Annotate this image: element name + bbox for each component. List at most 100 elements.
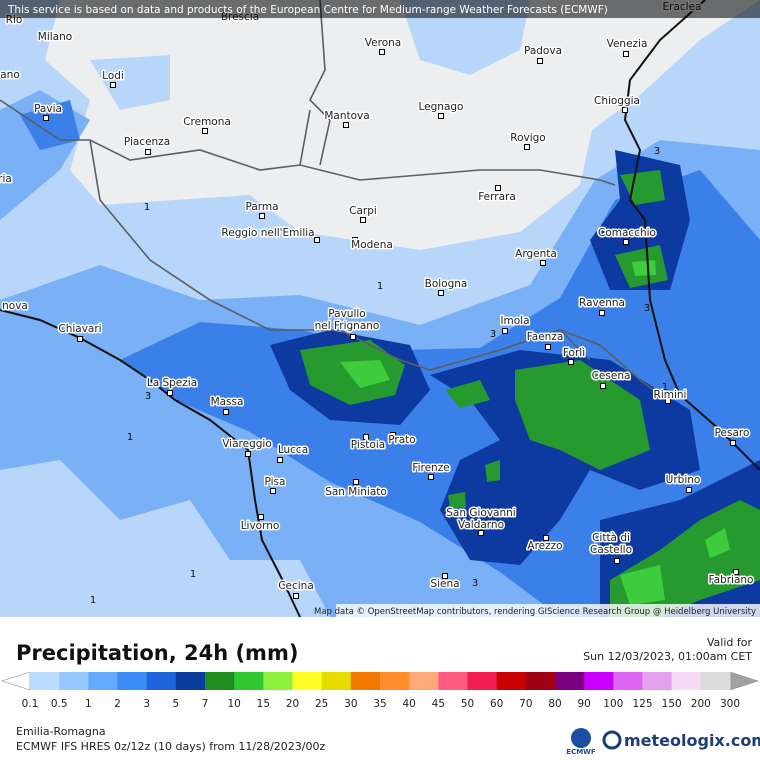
- city-label: Bologna: [425, 278, 468, 290]
- contour-label: 3: [654, 146, 660, 157]
- legend-value: 1: [85, 698, 92, 710]
- city-dot: [614, 558, 620, 564]
- city-label: Piacenza: [124, 136, 170, 148]
- city-dot: [733, 569, 739, 575]
- city-label: nel Frignano: [315, 320, 380, 332]
- city-dot: [43, 115, 49, 121]
- city-label: Pavullo: [328, 308, 365, 320]
- city-dot: [293, 593, 299, 599]
- city-dot: [314, 237, 320, 243]
- city-label: Siena: [430, 578, 459, 590]
- city-dot: [350, 334, 356, 340]
- legend-swatch: [205, 672, 235, 690]
- city-label: Pavia: [34, 103, 62, 115]
- legend-value: 300: [720, 698, 740, 710]
- city-dot: [277, 457, 283, 463]
- legend-swatch: [584, 672, 614, 690]
- legend-swatch: [467, 672, 498, 690]
- city-label: Urbino: [666, 474, 701, 486]
- city-dot: [524, 144, 530, 150]
- city-label: Pisa: [265, 476, 286, 488]
- contour-label: 3: [644, 303, 650, 314]
- city-label: Castello: [590, 544, 632, 556]
- brand-logo: [602, 730, 622, 750]
- legend-swatch: [613, 672, 643, 690]
- city-dot: [428, 474, 434, 480]
- contour-label: 1: [190, 569, 196, 580]
- city-dot: [568, 359, 574, 365]
- city-dot: [438, 290, 444, 296]
- region: Emilia-Romagna: [16, 725, 106, 738]
- city-label: Reggio nell'Emilia: [221, 227, 314, 239]
- model-info: ECMWF IFS HRES 0z/12z (10 days) from 11/…: [16, 740, 326, 753]
- city-label: Pesaro: [715, 427, 750, 439]
- city-label: Modena: [351, 239, 393, 251]
- legend-title: Precipitation, 24h (mm): [16, 641, 298, 665]
- legend-swatch: [555, 672, 585, 690]
- legend-value: 30: [344, 698, 357, 710]
- ecmwf-logo: [571, 728, 591, 748]
- city-dot: [623, 239, 629, 245]
- legend-swatch: [117, 672, 148, 690]
- legend-value: 7: [202, 698, 209, 710]
- city-dot: [259, 213, 265, 219]
- legend-swatch: [321, 672, 352, 690]
- city-label: Prato: [388, 434, 415, 446]
- city-label: Carpi: [349, 205, 377, 217]
- legend-swatch: [146, 672, 177, 690]
- city-label: Firenze: [412, 462, 449, 474]
- city-label: Città di: [592, 532, 630, 544]
- city-label: Imola: [500, 315, 529, 327]
- notice: This service is based on data and produc…: [7, 4, 608, 16]
- city-dot: [545, 344, 551, 350]
- city-dot: [730, 440, 736, 446]
- city-dot: [77, 336, 83, 342]
- legend-swatch: [700, 672, 731, 690]
- legend-swatch: [380, 672, 410, 690]
- city-label: Forlì: [563, 347, 585, 359]
- city-dot: [167, 390, 173, 396]
- city-label: Comacchio: [598, 227, 656, 239]
- city-label: Lodi: [102, 70, 124, 82]
- city-dot: [145, 149, 151, 155]
- city-label: San Giovanni: [446, 507, 515, 519]
- legend-swatch: [438, 672, 468, 690]
- contour-label: 1: [90, 595, 96, 606]
- city-label: Arezzo: [527, 540, 562, 552]
- city-dot: [600, 383, 606, 389]
- legend-swatch: [642, 672, 673, 690]
- city-dot: [665, 398, 671, 404]
- legend-swatch: [292, 672, 323, 690]
- legend-value: 25: [315, 698, 328, 710]
- city-dot: [258, 514, 264, 520]
- precip-green: [300, 170, 760, 617]
- city-dot: [537, 58, 543, 64]
- legend-swatch: [350, 672, 381, 690]
- legend-value: 20: [286, 698, 299, 710]
- city-dot: [390, 432, 396, 438]
- city-label: ria: [0, 173, 12, 185]
- legend-swatch: [263, 672, 293, 690]
- legend-swatch: [175, 672, 206, 690]
- city-dot: [442, 573, 448, 579]
- brand: meteologix.com: [624, 731, 760, 750]
- legend-value: 125: [632, 698, 652, 710]
- city-dot: [363, 434, 369, 440]
- legend-swatch: [525, 672, 556, 690]
- city-label: Parma: [245, 201, 278, 213]
- attribution-bg: [336, 604, 760, 617]
- city-label: Mantova: [324, 110, 369, 122]
- city-label: Ravenna: [579, 297, 625, 309]
- city-dot: [343, 122, 349, 128]
- city-dot: [478, 530, 484, 536]
- city-label: Livorno: [241, 520, 280, 532]
- city-dot: [543, 535, 549, 541]
- legend-value: 5: [172, 698, 179, 710]
- city-dot: [622, 107, 628, 113]
- legend-value: 0.1: [22, 698, 39, 710]
- city-label: Faenza: [527, 331, 564, 343]
- city-label: Rimini: [654, 389, 687, 401]
- city-label: Verona: [365, 37, 401, 49]
- borders: [0, 0, 661, 396]
- city-dot: [379, 49, 385, 55]
